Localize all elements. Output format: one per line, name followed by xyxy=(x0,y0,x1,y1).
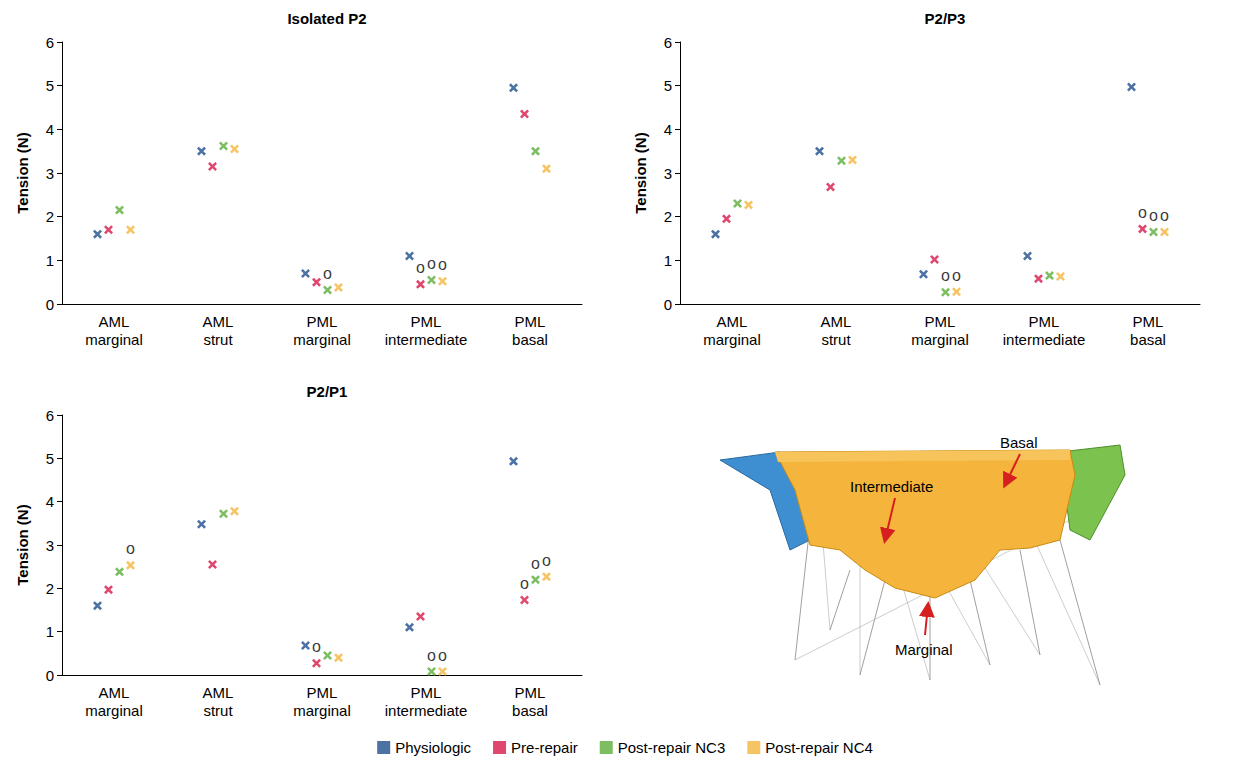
svg-text:6: 6 xyxy=(46,407,54,424)
svg-text:Tension (N): Tension (N) xyxy=(14,504,31,585)
svg-text:PML: PML xyxy=(925,313,956,330)
svg-text:marginal: marginal xyxy=(293,331,351,348)
svg-text:o: o xyxy=(542,552,551,569)
svg-text:o: o xyxy=(1160,207,1169,224)
svg-text:o: o xyxy=(323,265,332,282)
svg-text:5: 5 xyxy=(46,450,54,467)
svg-text:Tension (N): Tension (N) xyxy=(14,132,31,213)
svg-text:Tension (N): Tension (N) xyxy=(632,132,649,213)
svg-text:Basal: Basal xyxy=(1000,434,1038,451)
svg-text:PML: PML xyxy=(307,313,338,330)
svg-text:Pre-repair: Pre-repair xyxy=(511,739,578,756)
svg-text:strut: strut xyxy=(821,331,851,348)
svg-text:o: o xyxy=(438,647,447,664)
svg-text:AML: AML xyxy=(717,313,748,330)
svg-text:Intermediate: Intermediate xyxy=(850,478,933,495)
svg-text:AML: AML xyxy=(99,313,130,330)
svg-text:o: o xyxy=(126,540,135,557)
svg-text:5: 5 xyxy=(664,77,672,94)
svg-text:P2/P1: P2/P1 xyxy=(307,383,348,400)
svg-text:o: o xyxy=(427,647,436,664)
svg-text:0: 0 xyxy=(46,296,54,313)
svg-text:6: 6 xyxy=(664,34,672,51)
svg-text:Physiologic: Physiologic xyxy=(395,739,471,756)
svg-text:o: o xyxy=(312,638,321,655)
svg-text:AML: AML xyxy=(203,684,234,701)
svg-text:1: 1 xyxy=(46,623,54,640)
svg-text:1: 1 xyxy=(664,252,672,269)
svg-text:strut: strut xyxy=(203,331,233,348)
svg-text:Post-repair NC4: Post-repair NC4 xyxy=(765,739,873,756)
svg-text:3: 3 xyxy=(46,165,54,182)
svg-text:AML: AML xyxy=(821,313,852,330)
svg-text:0: 0 xyxy=(664,296,672,313)
svg-text:marginal: marginal xyxy=(85,331,143,348)
svg-text:o: o xyxy=(520,575,529,592)
svg-text:4: 4 xyxy=(664,121,672,138)
svg-text:1: 1 xyxy=(46,252,54,269)
svg-text:2: 2 xyxy=(46,208,54,225)
svg-text:PML: PML xyxy=(411,684,442,701)
svg-text:4: 4 xyxy=(46,493,54,510)
svg-text:o: o xyxy=(416,259,425,276)
svg-text:Isolated P2: Isolated P2 xyxy=(287,10,366,27)
svg-text:P2/P3: P2/P3 xyxy=(925,10,966,27)
svg-text:Post-repair NC3: Post-repair NC3 xyxy=(618,739,726,756)
svg-text:strut: strut xyxy=(203,702,233,719)
svg-text:5: 5 xyxy=(46,77,54,94)
svg-text:3: 3 xyxy=(664,165,672,182)
svg-text:PML: PML xyxy=(411,313,442,330)
svg-text:2: 2 xyxy=(664,208,672,225)
svg-text:6: 6 xyxy=(46,34,54,51)
svg-text:o: o xyxy=(438,256,447,273)
svg-text:intermediate: intermediate xyxy=(385,702,468,719)
svg-text:0: 0 xyxy=(46,667,54,684)
svg-text:intermediate: intermediate xyxy=(1003,331,1086,348)
svg-text:PML: PML xyxy=(307,684,338,701)
svg-text:AML: AML xyxy=(99,684,130,701)
svg-text:marginal: marginal xyxy=(911,331,969,348)
svg-text:PML: PML xyxy=(1133,313,1164,330)
svg-text:o: o xyxy=(427,255,436,272)
svg-text:o: o xyxy=(941,267,950,284)
svg-text:marginal: marginal xyxy=(85,702,143,719)
svg-text:basal: basal xyxy=(512,331,548,348)
svg-text:o: o xyxy=(1149,207,1158,224)
svg-text:basal: basal xyxy=(512,702,548,719)
svg-text:2: 2 xyxy=(46,580,54,597)
svg-text:marginal: marginal xyxy=(703,331,761,348)
svg-text:PML: PML xyxy=(515,684,546,701)
svg-text:o: o xyxy=(531,555,540,572)
svg-text:PML: PML xyxy=(515,313,546,330)
svg-text:AML: AML xyxy=(203,313,234,330)
svg-text:o: o xyxy=(952,267,961,284)
svg-text:o: o xyxy=(1138,204,1147,221)
svg-text:3: 3 xyxy=(46,537,54,554)
svg-text:4: 4 xyxy=(46,121,54,138)
svg-text:intermediate: intermediate xyxy=(385,331,468,348)
svg-text:PML: PML xyxy=(1029,313,1060,330)
svg-text:Marginal: Marginal xyxy=(895,641,953,658)
svg-text:marginal: marginal xyxy=(293,702,351,719)
svg-text:basal: basal xyxy=(1130,331,1166,348)
